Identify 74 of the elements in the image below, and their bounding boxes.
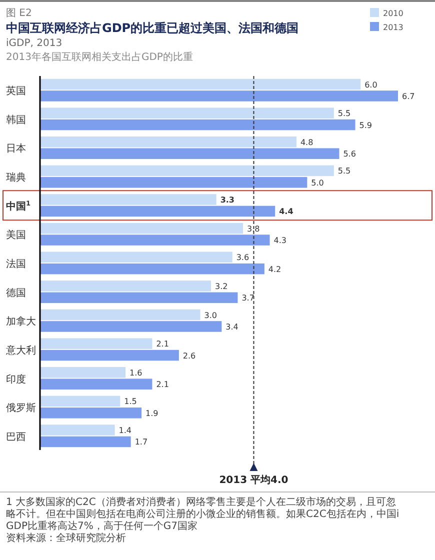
bar <box>40 309 200 320</box>
data-label: 1.6 <box>129 368 142 378</box>
y-tick-label: 法国 <box>6 258 26 270</box>
bar <box>40 321 222 332</box>
data-label: 3.4 <box>226 322 238 332</box>
data-label: 5.9 <box>359 120 372 130</box>
chart-subtitle: iGDP, 2013 <box>6 38 62 49</box>
text: 2013年各国互联网相关支出占GDP的比重 <box>6 51 193 63</box>
y-tick-label: 加拿大 <box>6 316 36 328</box>
bar <box>40 338 152 349</box>
data-label: 3.0 <box>204 310 218 320</box>
bar <box>40 119 356 130</box>
data-label: 3.8 <box>247 224 260 234</box>
data-label: 6.7 <box>402 92 415 101</box>
data-label: 4.3 <box>274 236 286 246</box>
y-tick-label: 中国$^{1}$ <box>6 199 31 212</box>
bar <box>40 206 276 217</box>
data-label: 4.8 <box>300 138 314 147</box>
y-tick-label: 英国 <box>6 85 26 98</box>
y-tick-label: 日本 <box>6 142 26 155</box>
bar <box>40 280 211 292</box>
bar <box>40 292 238 304</box>
data-label: 4.4 <box>279 207 294 216</box>
data-label: 2.1 <box>156 340 169 349</box>
data-label: 2.1 <box>156 380 169 390</box>
bar <box>40 263 264 274</box>
bar <box>40 222 244 234</box>
data-label: 3.7 <box>242 294 254 303</box>
data-label: 1.9 <box>146 408 158 418</box>
data-label: 5.0 <box>311 178 324 188</box>
bar <box>40 367 126 378</box>
data-label: 5.5 <box>338 166 351 176</box>
bar <box>40 408 142 418</box>
data-label: 1.7 <box>134 438 148 447</box>
y-tick-label: 印度 <box>6 373 26 386</box>
y-tick-label: 韩国 <box>6 114 26 126</box>
bar <box>40 136 296 148</box>
bar <box>40 378 152 390</box>
data-label: 5.5 <box>338 109 351 118</box>
legend-label: 2013 <box>383 23 404 32</box>
data-label: 6.0 <box>364 80 378 90</box>
data-label: 5.6 <box>343 150 356 159</box>
data-label: 3.6 <box>236 253 250 262</box>
ref-line-label: 2013 平均4.0 <box>219 474 288 486</box>
y-tick-label: 俄罗斯 <box>6 402 36 414</box>
legend-label: 2010 <box>383 9 404 18</box>
bar <box>40 194 216 205</box>
y-tick-label: 瑞典 <box>6 172 26 184</box>
y-tick-label: 巴西 <box>6 432 26 443</box>
bar <box>40 177 308 188</box>
caption: 图 E2 <box>6 8 32 19</box>
bar <box>40 350 179 361</box>
bar <box>40 90 398 102</box>
bar <box>40 165 334 176</box>
bar <box>40 108 334 118</box>
data-label: 2.6 <box>182 351 196 360</box>
text: 1 大多数国家的C2C（消费者对消费者）网络零售主要是个人在二级市场的交易，且可忽略不计。但在中国则包括在电商公司注册的小微企业的销售额。如果C2C包括在内，中国iGDP比重将高达7%，高于任何一个G7国家 <box>6 496 400 532</box>
bar <box>40 424 115 436</box>
data-label: 3.3 <box>220 196 234 205</box>
data-label: 3.2 <box>214 282 228 291</box>
data-label: 1.5 <box>124 397 137 406</box>
bar <box>40 234 270 246</box>
chart-title: 中国互联网经济占GDP的比重已超过美国、法国和德国 <box>6 21 299 35</box>
bar <box>40 148 340 159</box>
text: 资料来源：全球研究院分析 <box>6 532 126 544</box>
bar <box>40 78 361 90</box>
bar <box>40 436 131 448</box>
y-tick-label: 德国 <box>6 288 26 299</box>
bar <box>40 252 232 263</box>
data-label: 1.4 <box>118 426 132 436</box>
data-label: 4.2 <box>268 264 282 274</box>
y-tick-label: 意大利 <box>5 344 36 356</box>
bar <box>40 396 120 407</box>
y-tick-label: 美国 <box>6 229 26 242</box>
